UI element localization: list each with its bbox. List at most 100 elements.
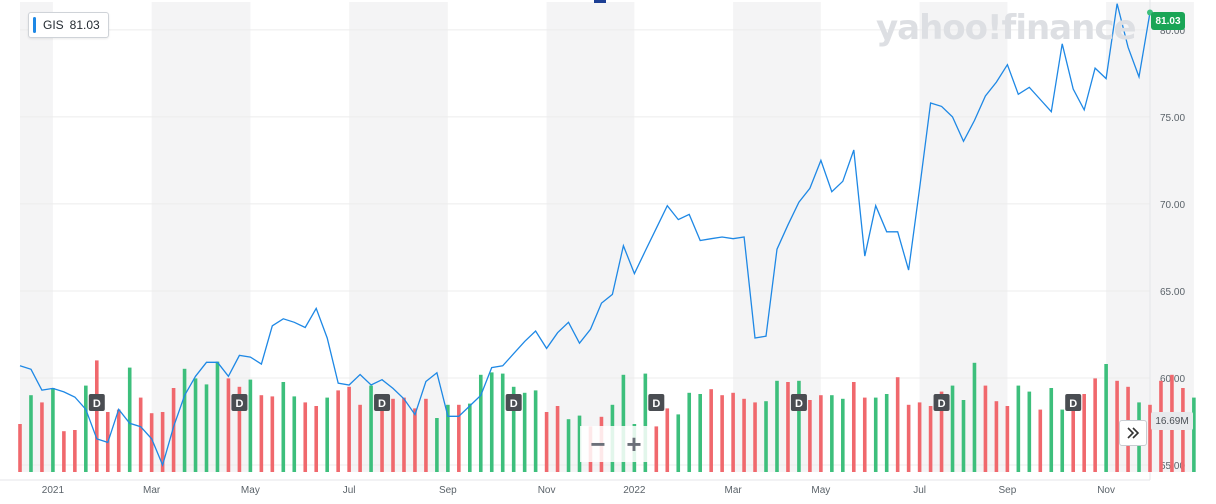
dividend-marker xyxy=(505,394,522,411)
volume-bar xyxy=(972,362,977,472)
month-band xyxy=(919,2,1008,472)
price-point xyxy=(1018,93,1020,95)
x-tick-label: Mar xyxy=(724,485,742,496)
volume-bar xyxy=(665,408,670,472)
price-point xyxy=(1116,3,1118,5)
volume-bar xyxy=(1060,409,1065,472)
price-point xyxy=(568,321,570,323)
double-chevron-right-icon[interactable] xyxy=(1119,420,1147,446)
price-point xyxy=(897,231,899,233)
volume-bar xyxy=(851,382,856,472)
volume-bar xyxy=(566,419,571,472)
dividend-label: D xyxy=(1069,398,1077,410)
volume-bar xyxy=(621,374,626,472)
volume-bar xyxy=(193,378,198,472)
price-point xyxy=(557,332,559,334)
volume-bar xyxy=(40,402,44,472)
price-point xyxy=(239,355,241,357)
volume-bar xyxy=(18,424,22,472)
last-price-tag: 81.03 xyxy=(1151,12,1185,30)
volume-bar xyxy=(1071,396,1076,472)
month-band xyxy=(546,2,635,472)
price-point xyxy=(963,140,965,142)
price-point xyxy=(1039,99,1041,101)
dividend-marker xyxy=(374,394,391,411)
zoom-in-button[interactable]: + xyxy=(626,428,642,459)
price-point xyxy=(41,389,43,391)
volume-bar xyxy=(347,386,351,472)
price-point xyxy=(96,438,98,440)
volume-bar xyxy=(369,385,373,472)
brand-logo: yahoo!finance xyxy=(876,8,1137,48)
price-point xyxy=(1138,76,1140,78)
ticker-badge[interactable]: GIS 81.03 xyxy=(28,12,109,38)
volume-bar xyxy=(127,367,132,472)
zoom-out-button[interactable]: − xyxy=(590,428,606,459)
volume-bar xyxy=(391,398,395,472)
price-point xyxy=(688,214,690,216)
volume-bar xyxy=(687,392,692,472)
price-point xyxy=(842,180,844,182)
price-point xyxy=(414,414,416,416)
volume-bar xyxy=(808,400,812,472)
volume-bar xyxy=(1016,385,1021,472)
volume-bar xyxy=(237,386,242,472)
dividend-label: D xyxy=(938,398,946,410)
last-volume-tag: 16.69M xyxy=(1151,412,1193,430)
price-point xyxy=(656,227,658,229)
price-point xyxy=(381,379,383,381)
y-tick-label: 80.00 xyxy=(1160,26,1185,37)
volume-bar xyxy=(303,402,308,472)
month-band xyxy=(349,2,448,472)
price-point xyxy=(118,409,120,411)
volume-bar xyxy=(204,384,209,472)
price-point xyxy=(974,120,976,122)
volume-bar xyxy=(314,406,319,472)
volume-bar xyxy=(402,397,406,472)
price-point xyxy=(206,362,208,364)
volume-bar xyxy=(336,390,340,472)
volume-bar xyxy=(709,389,713,472)
volume-bar xyxy=(873,397,878,472)
volume-bar xyxy=(830,395,834,472)
price-point xyxy=(623,245,625,247)
volume-bar xyxy=(270,396,275,472)
x-tick-label: Mar xyxy=(143,485,161,496)
volume-bar xyxy=(939,391,944,472)
volume-bar xyxy=(1005,406,1010,472)
price-point xyxy=(293,321,295,323)
volume-bar xyxy=(457,404,461,472)
volume-bar xyxy=(533,390,538,472)
price-point xyxy=(535,330,537,332)
price-point xyxy=(1072,88,1074,90)
price-point xyxy=(677,219,679,221)
price-point xyxy=(326,337,328,339)
x-tick-label: May xyxy=(811,485,830,496)
volume-bar xyxy=(906,404,911,472)
price-point xyxy=(1083,109,1085,111)
volume-bar xyxy=(413,408,417,472)
price-point xyxy=(1029,86,1031,88)
dividend-label: D xyxy=(652,398,660,410)
volume-bar xyxy=(917,402,922,472)
volume-bar xyxy=(489,372,494,472)
price-point xyxy=(985,95,987,97)
price-point xyxy=(458,415,460,417)
price-point xyxy=(195,375,197,377)
x-tick-label: Sep xyxy=(998,485,1016,496)
price-point xyxy=(513,353,515,355)
dividend-label: D xyxy=(235,398,243,410)
x-tick-label: Nov xyxy=(538,485,556,496)
ticker-symbol: GIS xyxy=(43,18,64,32)
volume-bar xyxy=(259,395,264,472)
price-point xyxy=(743,236,745,238)
volume-bar xyxy=(1082,394,1086,472)
x-tick-label: May xyxy=(241,485,260,496)
volume-bar xyxy=(983,385,988,472)
price-point xyxy=(1105,78,1107,80)
volume-bar xyxy=(698,394,702,472)
price-point xyxy=(52,388,54,390)
price-point xyxy=(304,327,306,329)
volume-bar xyxy=(720,395,724,472)
